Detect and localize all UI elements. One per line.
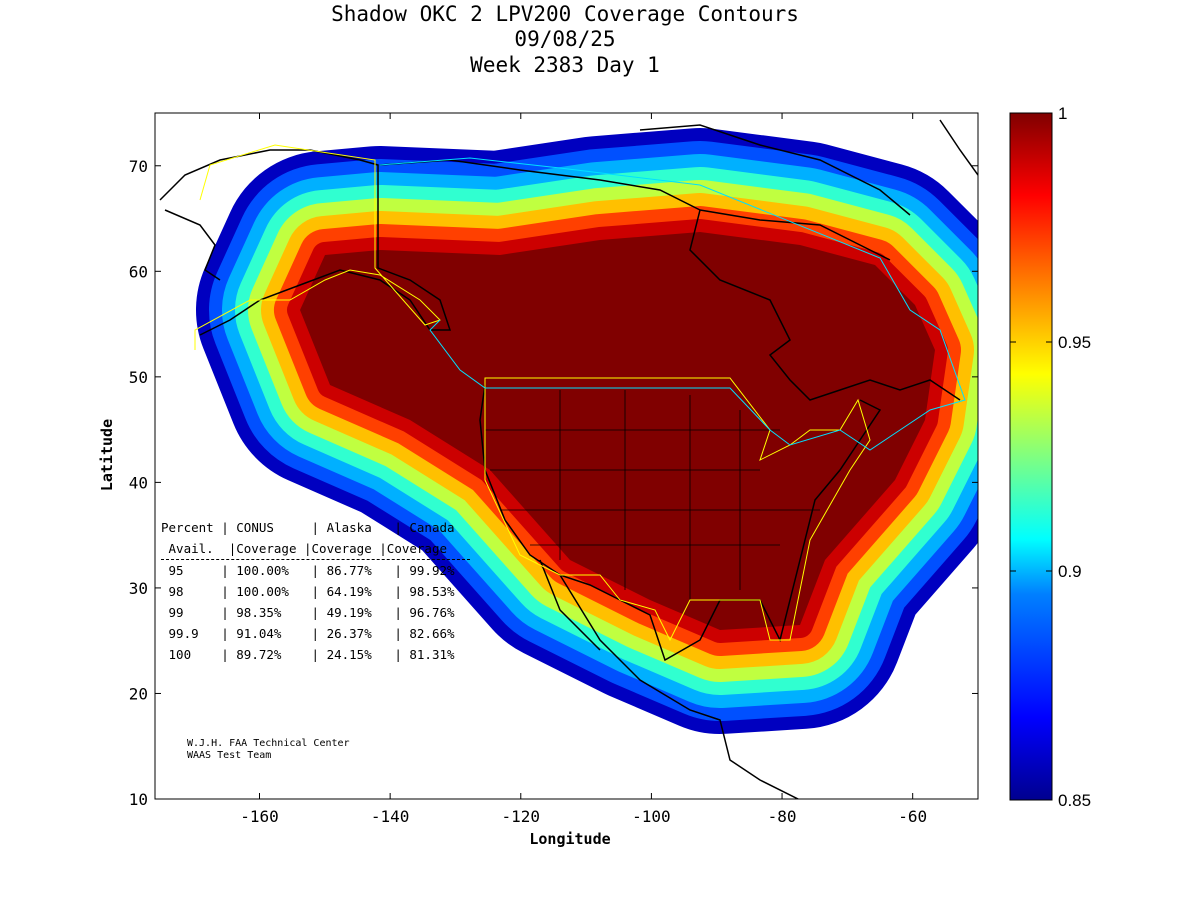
- table-row: 99.9 | 91.04% | 26.37% | 82.66%: [161, 623, 470, 644]
- y-tick-label: 40: [129, 473, 148, 492]
- table-cell: | 89.72%: [221, 647, 312, 662]
- coverage-table: Percent | CONUS | Alaska | Canada Avail.…: [161, 517, 470, 665]
- table-cell: |Coverage: [228, 541, 304, 556]
- table-cell: | 26.37%: [311, 626, 395, 641]
- table-cell: 99: [161, 605, 222, 620]
- y-tick-label: 10: [129, 790, 148, 809]
- credit-line-1: W.J.H. FAA Technical Center: [187, 738, 350, 749]
- table-cell: | Alaska: [311, 520, 395, 535]
- table-cell: | 64.19%: [311, 584, 395, 599]
- x-tick-label: -140: [371, 807, 410, 826]
- table-cell: | 24.15%: [311, 647, 395, 662]
- x-axis-label: Longitude: [529, 830, 610, 848]
- chart-date: 09/08/25: [514, 27, 616, 51]
- table-cell: | 96.76%: [394, 605, 470, 620]
- coverage-contours: [196, 128, 978, 734]
- y-axis-label: Latitude: [98, 419, 116, 491]
- table-cell: | 82.66%: [394, 626, 470, 641]
- table-row: 95 | 100.00% | 86.77% | 99.92%: [161, 560, 470, 581]
- table-header-row: Percent | CONUS | Alaska | Canada: [161, 517, 470, 538]
- table-cell: |Coverage: [304, 541, 380, 556]
- table-cell: | 49.19%: [311, 605, 395, 620]
- table-cell: 98: [161, 584, 222, 599]
- contour-level-1: [300, 232, 935, 630]
- canada-coastline: [379, 119, 978, 401]
- alaska-coastline: [159, 149, 452, 336]
- mexico-central-america-coastline: [539, 559, 800, 799]
- x-tick-label: -60: [898, 807, 927, 826]
- colorbar-tick-label: 0.95: [1058, 333, 1091, 352]
- credits: W.J.H. FAA Technical Center WAAS Test Te…: [187, 738, 350, 762]
- table-cell: | 98.53%: [394, 584, 470, 599]
- colorbar-tick-label: 1: [1058, 104, 1067, 123]
- canada-service-boundary: [379, 157, 966, 451]
- colorbar-tick-label: 0.85: [1058, 791, 1091, 810]
- conus-service-boundary: [484, 377, 871, 642]
- conus-coastline: [479, 384, 882, 662]
- table-cell: Percent: [161, 520, 222, 535]
- colorbar-tick-label: 0.9: [1058, 562, 1082, 581]
- table-cell: | CONUS: [221, 520, 312, 535]
- y-axis-ticks: 70 60 50 40 30 20 10: [129, 157, 978, 809]
- table-cell: | 91.04%: [221, 626, 312, 641]
- table-row: 98 | 100.00% | 64.19% | 98.53%: [161, 581, 470, 602]
- credit-line-2: WAAS Test Team: [187, 750, 272, 761]
- y-tick-label: 50: [129, 368, 148, 387]
- table-cell: |Coverage: [379, 541, 455, 556]
- y-tick-label: 70: [129, 157, 148, 176]
- x-axis-ticks: -160 -140 -120 -100 -80 -60: [240, 113, 927, 826]
- y-tick-label: 20: [129, 684, 148, 703]
- plot-frame: [154, 112, 979, 800]
- alaska-service-boundary: [194, 144, 441, 350]
- table-cell: | 100.00%: [221, 584, 312, 599]
- table-cell: | Canada: [394, 520, 470, 535]
- table-cell: | 86.77%: [311, 563, 395, 578]
- table-cell: Avail.: [161, 541, 229, 556]
- colorbar-ticks: 1 0.95 0.9 0.85: [1010, 104, 1091, 810]
- chart-week: Week 2383 Day 1: [470, 53, 660, 77]
- us-state-grid: [485, 390, 820, 600]
- table-cell: | 99.92%: [394, 563, 470, 578]
- x-tick-label: -160: [240, 807, 279, 826]
- table-cell: | 81.31%: [394, 647, 470, 662]
- table-cell: 99.9: [161, 626, 222, 641]
- chart-title: Shadow OKC 2 LPV200 Coverage Contours: [331, 2, 799, 26]
- x-tick-label: -120: [502, 807, 541, 826]
- x-tick-label: -80: [768, 807, 797, 826]
- table-row: 100 | 89.72% | 24.15% | 81.31%: [161, 644, 470, 665]
- y-tick-label: 60: [129, 262, 148, 281]
- table-cell: | 98.35%: [221, 605, 312, 620]
- y-tick-label: 30: [129, 579, 148, 598]
- table-cell: 95: [161, 563, 222, 578]
- table-cell: 100: [161, 647, 222, 662]
- table-header-row: Avail. |Coverage |Coverage |Coverage: [161, 538, 470, 560]
- table-cell: | 100.00%: [221, 563, 312, 578]
- x-tick-label: -100: [632, 807, 671, 826]
- colorbar: [1009, 112, 1053, 801]
- table-row: 99 | 98.35% | 49.19% | 96.76%: [161, 602, 470, 623]
- map-outlines: [159, 119, 978, 799]
